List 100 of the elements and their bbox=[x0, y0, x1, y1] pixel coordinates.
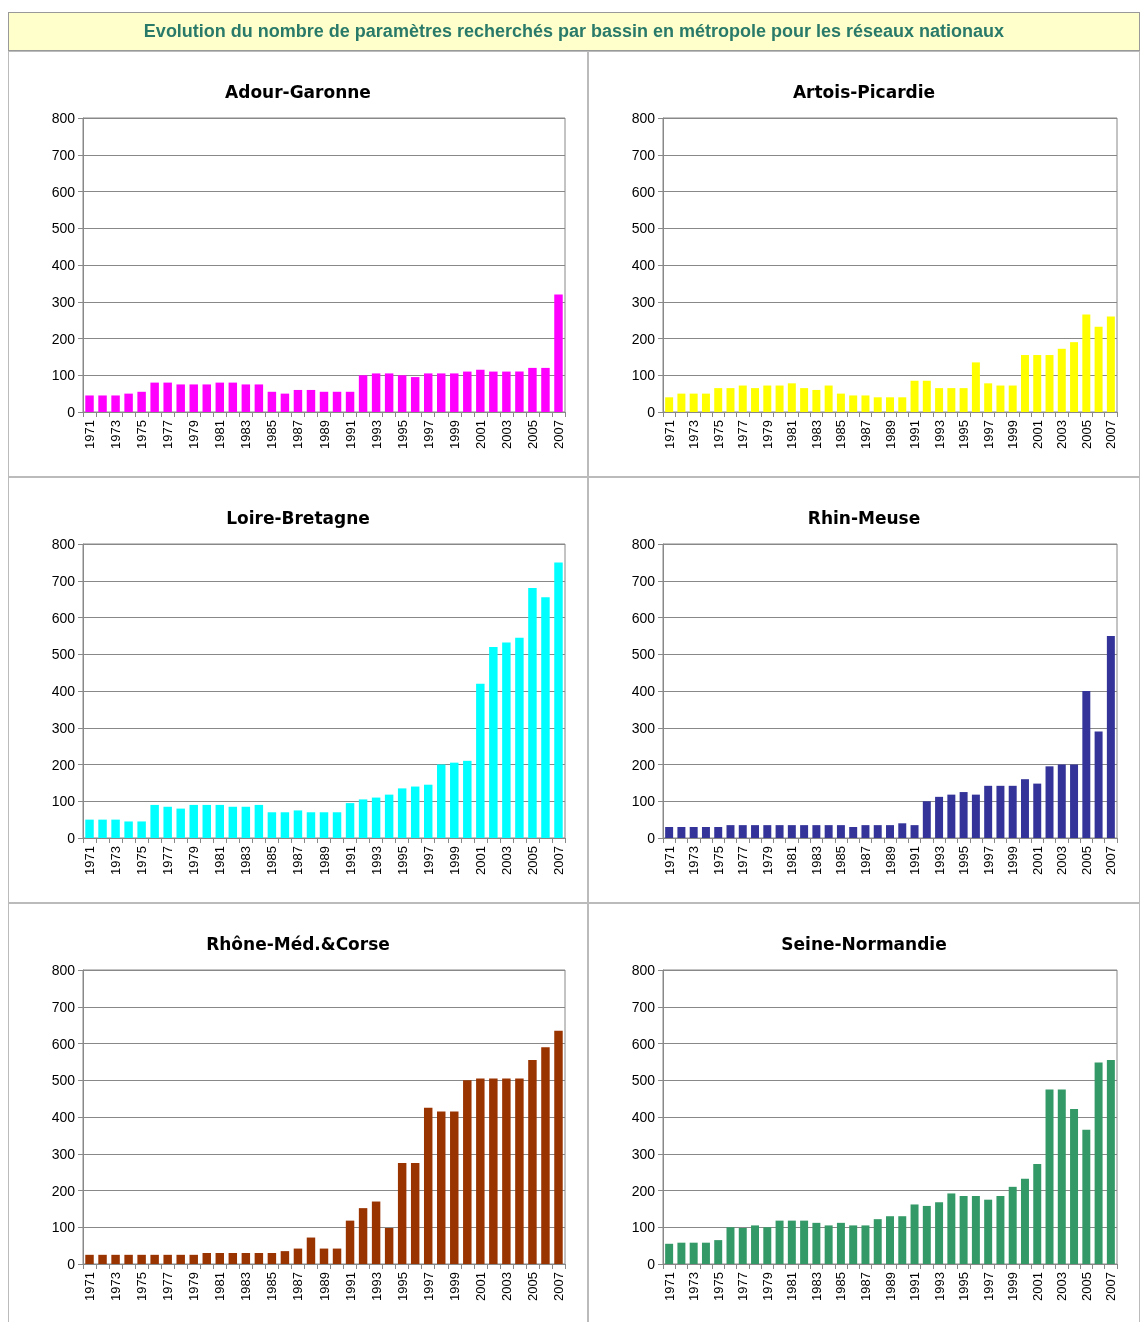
bar bbox=[267, 812, 277, 838]
y-tick-label: 0 bbox=[647, 404, 656, 420]
bar bbox=[554, 562, 563, 838]
x-tick-label: 1985 bbox=[833, 1272, 849, 1301]
bar bbox=[202, 1252, 211, 1264]
x-tick-label: 1997 bbox=[420, 846, 436, 875]
bar bbox=[1045, 766, 1054, 838]
bar bbox=[319, 1248, 329, 1264]
bar bbox=[450, 1111, 459, 1264]
bar bbox=[267, 391, 277, 412]
x-tick-label: 1987 bbox=[857, 1272, 873, 1301]
bar bbox=[947, 794, 956, 838]
bar bbox=[410, 786, 420, 838]
y-tick-label: 300 bbox=[51, 1145, 76, 1162]
bar bbox=[898, 397, 907, 412]
bar bbox=[1033, 1164, 1042, 1264]
chart-title: Loire-Bretagne bbox=[226, 507, 370, 528]
bar bbox=[137, 1254, 146, 1264]
bar bbox=[824, 825, 833, 838]
bar bbox=[85, 1254, 94, 1264]
x-tick-label: 1993 bbox=[931, 846, 947, 875]
bar bbox=[358, 1208, 368, 1264]
x-tick-label: 2005 bbox=[1078, 846, 1094, 875]
bar bbox=[824, 1225, 833, 1264]
x-tick-label: 2001 bbox=[472, 846, 488, 875]
y-tick-label: 300 bbox=[631, 719, 656, 736]
y-tick-label: 700 bbox=[51, 998, 76, 1015]
bar bbox=[306, 812, 316, 838]
x-tick-label: 2007 bbox=[550, 420, 566, 449]
bar bbox=[554, 294, 563, 412]
x-tick-label: 1989 bbox=[882, 846, 898, 875]
bar bbox=[528, 588, 537, 838]
x-tick-label: 2007 bbox=[550, 1272, 566, 1301]
bar bbox=[254, 1252, 264, 1264]
x-tick-label: 2003 bbox=[1054, 420, 1070, 449]
bar bbox=[984, 1199, 993, 1264]
bar bbox=[189, 1254, 198, 1264]
x-tick-label: 1999 bbox=[446, 1272, 462, 1301]
bar bbox=[1070, 764, 1079, 838]
y-tick-label: 500 bbox=[631, 1072, 656, 1089]
bar bbox=[98, 395, 107, 412]
bar bbox=[163, 806, 172, 838]
bar bbox=[98, 819, 107, 838]
x-tick-label: 1993 bbox=[368, 846, 384, 875]
bar bbox=[111, 395, 120, 412]
y-tick-label: 500 bbox=[51, 1072, 76, 1089]
x-tick-label: 1979 bbox=[759, 420, 775, 449]
x-tick-label: 1989 bbox=[316, 846, 332, 875]
x-tick-label: 1997 bbox=[980, 1272, 996, 1301]
bar bbox=[910, 380, 919, 412]
bar bbox=[254, 384, 264, 412]
bar bbox=[1082, 1129, 1091, 1264]
bar bbox=[345, 803, 355, 838]
bar bbox=[528, 367, 537, 412]
x-tick-label: 1975 bbox=[134, 420, 150, 449]
bar bbox=[861, 825, 870, 838]
bar bbox=[437, 373, 446, 412]
x-tick-label: 1991 bbox=[907, 420, 923, 449]
y-tick-label: 700 bbox=[51, 146, 76, 163]
y-tick-label: 200 bbox=[631, 756, 656, 773]
bar bbox=[1057, 348, 1066, 412]
y-tick-label: 600 bbox=[631, 183, 656, 200]
bar bbox=[423, 784, 433, 838]
x-tick-label: 1973 bbox=[686, 846, 702, 875]
bar bbox=[873, 825, 882, 838]
chart-title: Artois-Picardie bbox=[792, 81, 936, 102]
bar bbox=[1106, 1060, 1115, 1264]
x-tick-label: 1977 bbox=[160, 1272, 176, 1301]
x-tick-label: 2005 bbox=[524, 420, 540, 449]
bar bbox=[541, 367, 550, 412]
x-tick-label: 1995 bbox=[394, 420, 410, 449]
y-tick-label: 0 bbox=[647, 830, 656, 846]
bar bbox=[714, 826, 723, 838]
bar bbox=[1070, 342, 1079, 412]
x-tick-label: 1973 bbox=[108, 1272, 124, 1301]
x-tick-label: 1975 bbox=[710, 1272, 726, 1301]
bar bbox=[280, 1251, 290, 1264]
bar bbox=[306, 389, 316, 412]
y-tick-label: 600 bbox=[51, 183, 76, 200]
bar bbox=[463, 760, 472, 838]
y-tick-label: 600 bbox=[51, 1035, 76, 1052]
bar bbox=[228, 806, 238, 838]
bar bbox=[751, 1225, 760, 1264]
bar bbox=[1057, 1089, 1066, 1264]
y-tick-label: 400 bbox=[51, 257, 76, 273]
bar bbox=[701, 1242, 710, 1264]
y-tick-label: 700 bbox=[51, 572, 76, 589]
y-tick-label: 400 bbox=[51, 683, 76, 699]
bar bbox=[502, 1078, 511, 1264]
bar bbox=[489, 371, 498, 412]
bar bbox=[397, 788, 407, 838]
x-tick-label: 2003 bbox=[498, 846, 514, 875]
y-tick-label: 100 bbox=[631, 793, 656, 810]
bar bbox=[241, 806, 251, 838]
bar bbox=[489, 1078, 498, 1264]
bar bbox=[935, 1202, 944, 1264]
bar bbox=[397, 375, 407, 412]
bar bbox=[319, 391, 329, 412]
bar bbox=[836, 393, 845, 412]
y-tick-label: 100 bbox=[51, 367, 76, 384]
